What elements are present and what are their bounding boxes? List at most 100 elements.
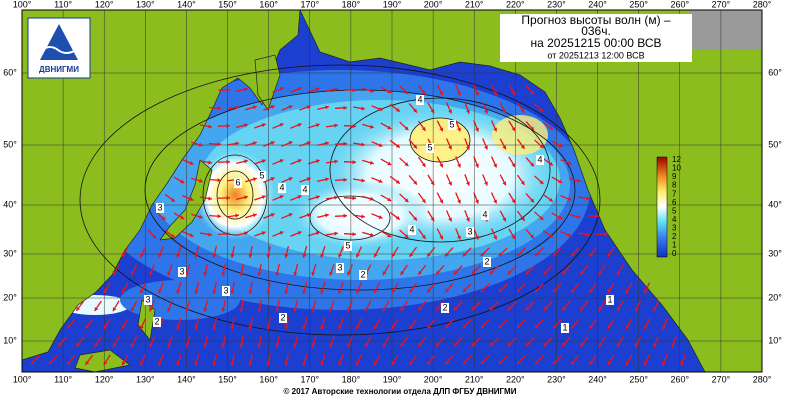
arrow-head [598, 270, 603, 275]
arrow-head [589, 324, 594, 329]
lon-label-bottom: 280° [753, 374, 772, 384]
lon-label-top: 270° [712, 0, 731, 9]
contour-label-bg [448, 120, 456, 130]
arrow-head [373, 325, 378, 330]
arrow-head [112, 343, 117, 348]
arrow-head [387, 233, 392, 238]
arrow-head [571, 252, 575, 257]
colorbar-label: 3 [672, 223, 677, 232]
arrow-head [421, 90, 426, 95]
lon-label-top: 250° [629, 0, 648, 9]
arrow-head [244, 87, 248, 92]
arrow-head [562, 270, 566, 275]
arrow-head [347, 307, 351, 312]
arrow-head [439, 235, 444, 240]
arrow-head [140, 325, 144, 330]
contour-label-bg [279, 313, 287, 323]
arrow-head [244, 123, 248, 128]
arrow-head [275, 308, 280, 312]
contour-label-bg [222, 286, 230, 296]
contour-label-bg [416, 95, 424, 105]
arrow-head [421, 198, 426, 203]
arrow-head [185, 343, 190, 348]
contour-label: 2 [154, 316, 159, 326]
arrow-head [589, 360, 594, 365]
arrow-head [149, 307, 153, 312]
arrow-head [257, 308, 262, 312]
colorbar-label: 0 [672, 249, 677, 258]
contour-label: 5 [345, 240, 350, 250]
arrow-head [589, 252, 594, 257]
arrow-head [409, 324, 414, 329]
arrow-head [270, 105, 275, 109]
contour-label: 3 [337, 262, 342, 272]
arrow-head [230, 254, 235, 258]
arrow-head [30, 360, 35, 365]
arrow-head [248, 326, 253, 330]
arrow-head [288, 141, 293, 145]
arrow-head [580, 342, 585, 347]
arrow-head [266, 326, 271, 330]
arrow-head [534, 360, 539, 365]
arrow-head [297, 159, 302, 163]
arrow-head [338, 253, 342, 258]
arrow-head [471, 342, 476, 347]
arrow-head [430, 109, 435, 114]
arrow-head [158, 361, 162, 366]
arrow-head [302, 289, 307, 294]
arrow-head [320, 325, 325, 330]
arrow-head [297, 195, 302, 199]
contour-label: 4 [279, 182, 284, 192]
contour-label: 4 [482, 209, 487, 219]
arrow-head [378, 179, 383, 183]
arrow-head [288, 105, 293, 109]
arrow-head [395, 179, 400, 184]
arrow-head [525, 270, 530, 275]
arrow-head [543, 306, 548, 311]
arrow-head [226, 87, 230, 92]
arrow-head [311, 307, 316, 312]
arrow-head [475, 163, 479, 168]
arrow-head [489, 306, 494, 311]
arrow-head [453, 270, 458, 275]
arrow-head [343, 141, 347, 146]
arrow-head [149, 271, 153, 276]
arrow-head [404, 162, 409, 167]
arrow-head [315, 159, 320, 164]
arrow-head [598, 306, 603, 311]
arrow-head [493, 199, 497, 204]
contour-label-bg [441, 303, 449, 313]
arrow-head [203, 307, 208, 312]
arrow-head [511, 91, 516, 96]
arrow-head [400, 306, 405, 311]
arrow-head [306, 141, 311, 146]
arrow-head [436, 270, 440, 275]
arrow-head [607, 253, 612, 258]
arrow-head [382, 271, 387, 276]
lon-label-top: 260° [670, 0, 689, 9]
arrow-head [315, 87, 320, 92]
lon-label-bottom: 100° [13, 374, 32, 384]
arrow-head [378, 143, 383, 147]
arrow-head [502, 145, 507, 150]
issued-time: от 20251213 12:00 ВСВ [547, 50, 644, 60]
arrow-head [558, 215, 563, 220]
contour-label-bg [561, 323, 569, 333]
arrow-head [680, 361, 685, 366]
lon-label-bottom: 260° [670, 374, 689, 384]
lat-label-left: 20° [3, 292, 17, 302]
arrow-head [208, 196, 212, 201]
arrow-head [516, 288, 521, 293]
arrow-head [279, 159, 284, 163]
contour-label: 2 [484, 256, 489, 266]
contour-label: 4 [302, 184, 307, 194]
arrow-head [625, 325, 630, 330]
lon-label-top: 100° [13, 0, 32, 9]
arrow-head [361, 214, 365, 219]
arrow-head [378, 215, 383, 219]
arrow-head [185, 271, 190, 276]
arrow-head [462, 288, 467, 293]
arrow-head [598, 342, 603, 347]
arrow-head [121, 253, 126, 258]
arrow-head [562, 342, 566, 347]
